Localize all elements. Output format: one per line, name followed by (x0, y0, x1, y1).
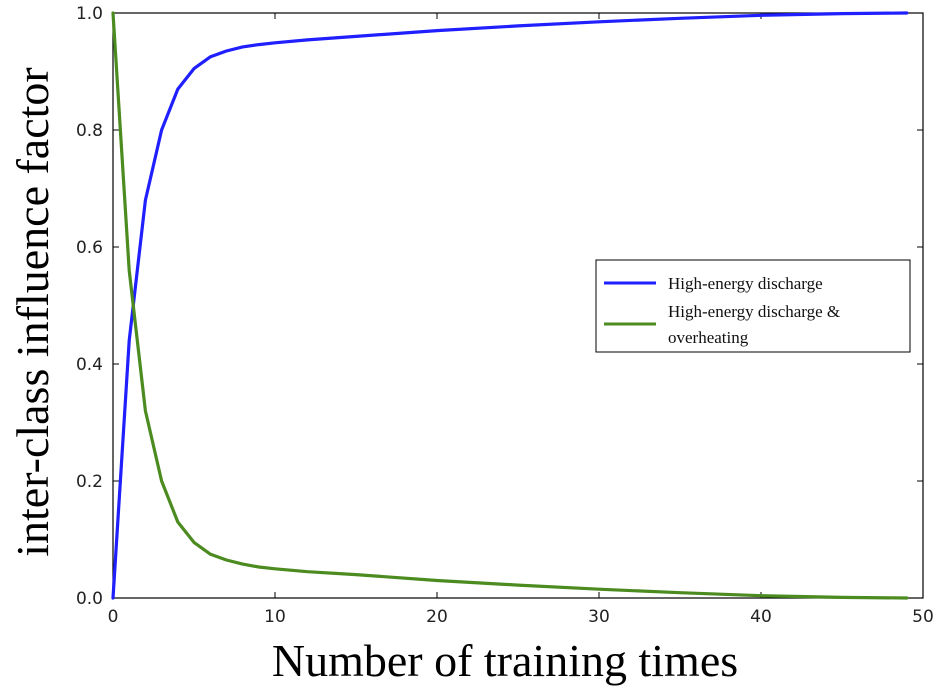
y-tick-label: 0.2 (76, 472, 103, 492)
x-tick-label: 0 (108, 607, 119, 627)
legend-box (595, 259, 911, 353)
x-tick-label: 40 (750, 607, 772, 627)
x-tick-label: 30 (588, 607, 610, 627)
x-axis-title: Number of training times (272, 635, 738, 686)
legend-label-discharge-overheating-line2: overheating (668, 328, 749, 347)
tick-labels: 0 10 20 30 40 50 0.0 0.2 0.4 0.6 0.8 1.0 (76, 4, 934, 627)
x-tick-label: 50 (912, 607, 934, 627)
legend: High-energy discharge High-energy discha… (595, 259, 911, 353)
series-layer (111, 11, 909, 600)
y-tick-label: 0.6 (76, 238, 103, 258)
y-tick-label: 1.0 (76, 4, 103, 24)
series-line-discharge-overheating (111, 11, 909, 600)
legend-label-high-energy-discharge: High-energy discharge (668, 274, 823, 293)
x-tick-label: 20 (426, 607, 448, 627)
y-tick-label: 0.8 (76, 121, 103, 141)
plot-area (112, 12, 924, 599)
y-tick-label: 0.0 (76, 589, 103, 609)
legend-label-discharge-overheating-line1: High-energy discharge & (668, 302, 840, 321)
series-line-high-energy-discharge (111, 11, 909, 600)
y-axis-title: inter-class influence factor (7, 67, 58, 557)
x-tick-label: 10 (264, 607, 286, 627)
y-tick-label: 0.4 (76, 355, 103, 375)
